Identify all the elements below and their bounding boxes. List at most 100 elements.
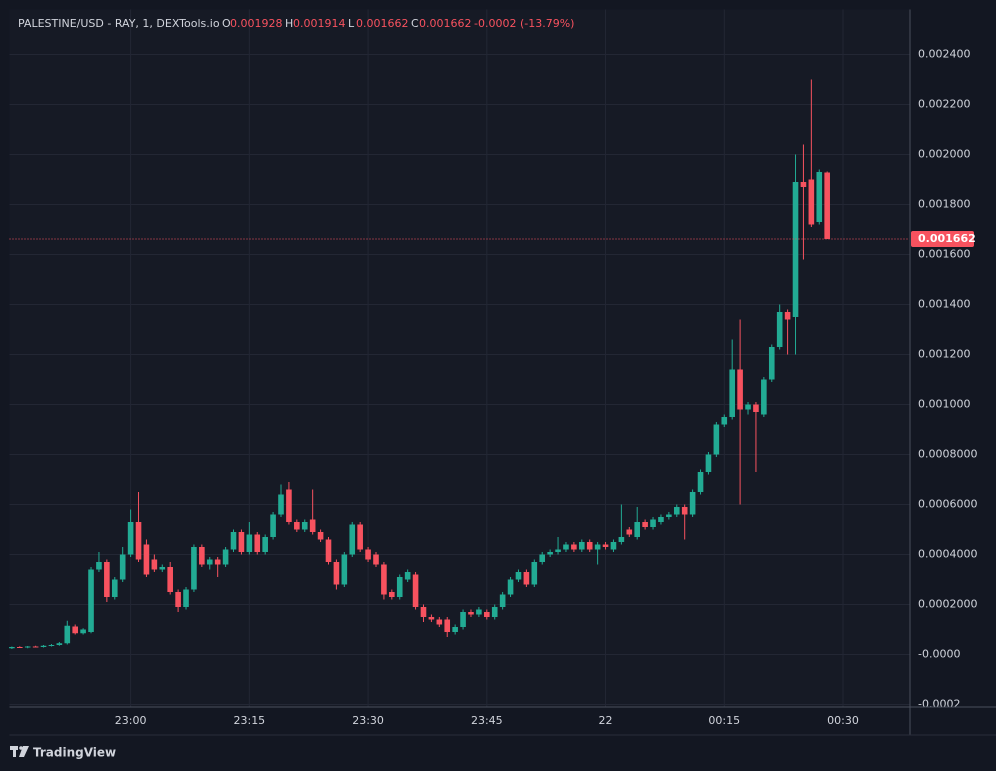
candle-body <box>222 549 229 565</box>
x-tick-label: 00:15 <box>708 714 740 727</box>
y-tick-label: 0.001600 <box>918 248 971 261</box>
candle-body <box>776 312 783 347</box>
candle-body <box>753 404 759 412</box>
candles <box>9 79 910 649</box>
candle-body <box>404 572 411 580</box>
candle-body <box>824 172 830 239</box>
candle-body <box>365 549 371 560</box>
candle-body <box>230 532 237 550</box>
y-tick-label: 0.002000 <box>918 148 971 161</box>
candle-body <box>286 489 292 522</box>
candle-body <box>317 532 324 540</box>
candle-body <box>642 522 648 527</box>
candle-body <box>491 607 498 617</box>
candle-body <box>301 522 308 530</box>
plot-area <box>9 9 910 707</box>
y-tick-label: 0.001400 <box>918 298 971 311</box>
candle-body <box>808 179 815 225</box>
candle-body <box>381 564 387 595</box>
x-tick-label: 23:15 <box>233 714 265 727</box>
x-tick-label: 23:00 <box>115 714 147 727</box>
candle-body <box>175 592 181 607</box>
candle-body <box>721 417 728 425</box>
candle-body <box>294 522 300 530</box>
candle-body <box>444 619 451 632</box>
last-price-label: 0.001662 <box>918 232 976 245</box>
candle-body <box>309 519 316 532</box>
candle-body <box>238 532 245 552</box>
candle-body <box>745 404 751 410</box>
y-tick-label: 0.002200 <box>918 98 971 111</box>
axes: -0.0002 -0.0000 0.0002000 0.0004000 0.000600… <box>115 48 978 728</box>
candle-body <box>531 562 538 585</box>
candle-body <box>792 182 799 317</box>
y-tick-label: 0.001200 <box>918 348 971 361</box>
candle-body <box>373 554 379 565</box>
candle-body <box>24 646 31 648</box>
candle-body <box>396 577 403 597</box>
y-tick-label: 0.001800 <box>918 198 971 211</box>
ohlc-value: 0.001662 <box>419 17 472 30</box>
candle-body <box>16 647 23 648</box>
candle-body <box>681 507 688 515</box>
candle-body <box>389 592 395 597</box>
candle-body <box>254 534 261 552</box>
candle-body <box>484 612 490 617</box>
candle-body <box>705 454 712 472</box>
grid <box>9 9 910 707</box>
candle-body <box>452 627 458 632</box>
candle-body <box>199 547 205 565</box>
candle-body <box>547 552 553 555</box>
candle-body <box>737 369 743 410</box>
ohlc-value: 0.001928 <box>230 17 283 30</box>
candle-body <box>476 609 482 615</box>
candle-body <box>626 529 633 535</box>
candle-body <box>32 646 39 648</box>
candle-body <box>634 522 641 537</box>
candle-body <box>262 537 268 552</box>
candle-body <box>436 619 443 625</box>
candle-body <box>650 519 656 527</box>
candle-body <box>206 559 213 565</box>
y-tick-label: 0.0002000 <box>918 598 978 611</box>
candle-body <box>602 544 609 547</box>
x-tick-label: 22 <box>599 714 613 727</box>
ohlc-legend: O 0.001928 H 0.001914 L 0.001662 C 0.001662 -0.0… <box>222 17 574 30</box>
candle-body <box>412 574 419 607</box>
candle-body <box>468 612 474 615</box>
candle-body <box>420 607 427 617</box>
candle-body <box>816 172 823 222</box>
candle-body <box>784 312 791 320</box>
candle-body <box>594 544 601 550</box>
ohlc-key: H <box>285 17 293 30</box>
candle-body <box>151 559 158 570</box>
candle-body <box>88 569 94 632</box>
x-tick-label: 23:30 <box>352 714 384 727</box>
candle-body <box>135 522 142 560</box>
candle-body <box>515 572 522 580</box>
candle-body <box>800 182 807 187</box>
candle-body <box>270 514 276 537</box>
candle-body <box>72 626 78 634</box>
candle-body <box>333 562 340 585</box>
change: -0.0002 (-13.79%) <box>474 17 574 30</box>
candle-body <box>523 572 530 585</box>
candle-body <box>64 625 71 644</box>
candle-body <box>713 424 720 455</box>
ohlc-key: C <box>411 17 419 30</box>
y-tick-label: 0.0004000 <box>918 548 978 561</box>
candle-body <box>618 537 625 542</box>
candle-body <box>539 554 546 562</box>
candle-body <box>104 562 110 597</box>
candle-body <box>460 612 466 627</box>
candle-body <box>673 507 680 515</box>
candle-body <box>159 567 166 570</box>
candle-body <box>191 547 197 590</box>
brand-name: TradingView <box>33 746 116 760</box>
x-tick-label: 00:30 <box>827 714 859 727</box>
candle-body <box>658 517 664 522</box>
candle-body <box>555 549 561 552</box>
logo-part <box>13 746 16 757</box>
